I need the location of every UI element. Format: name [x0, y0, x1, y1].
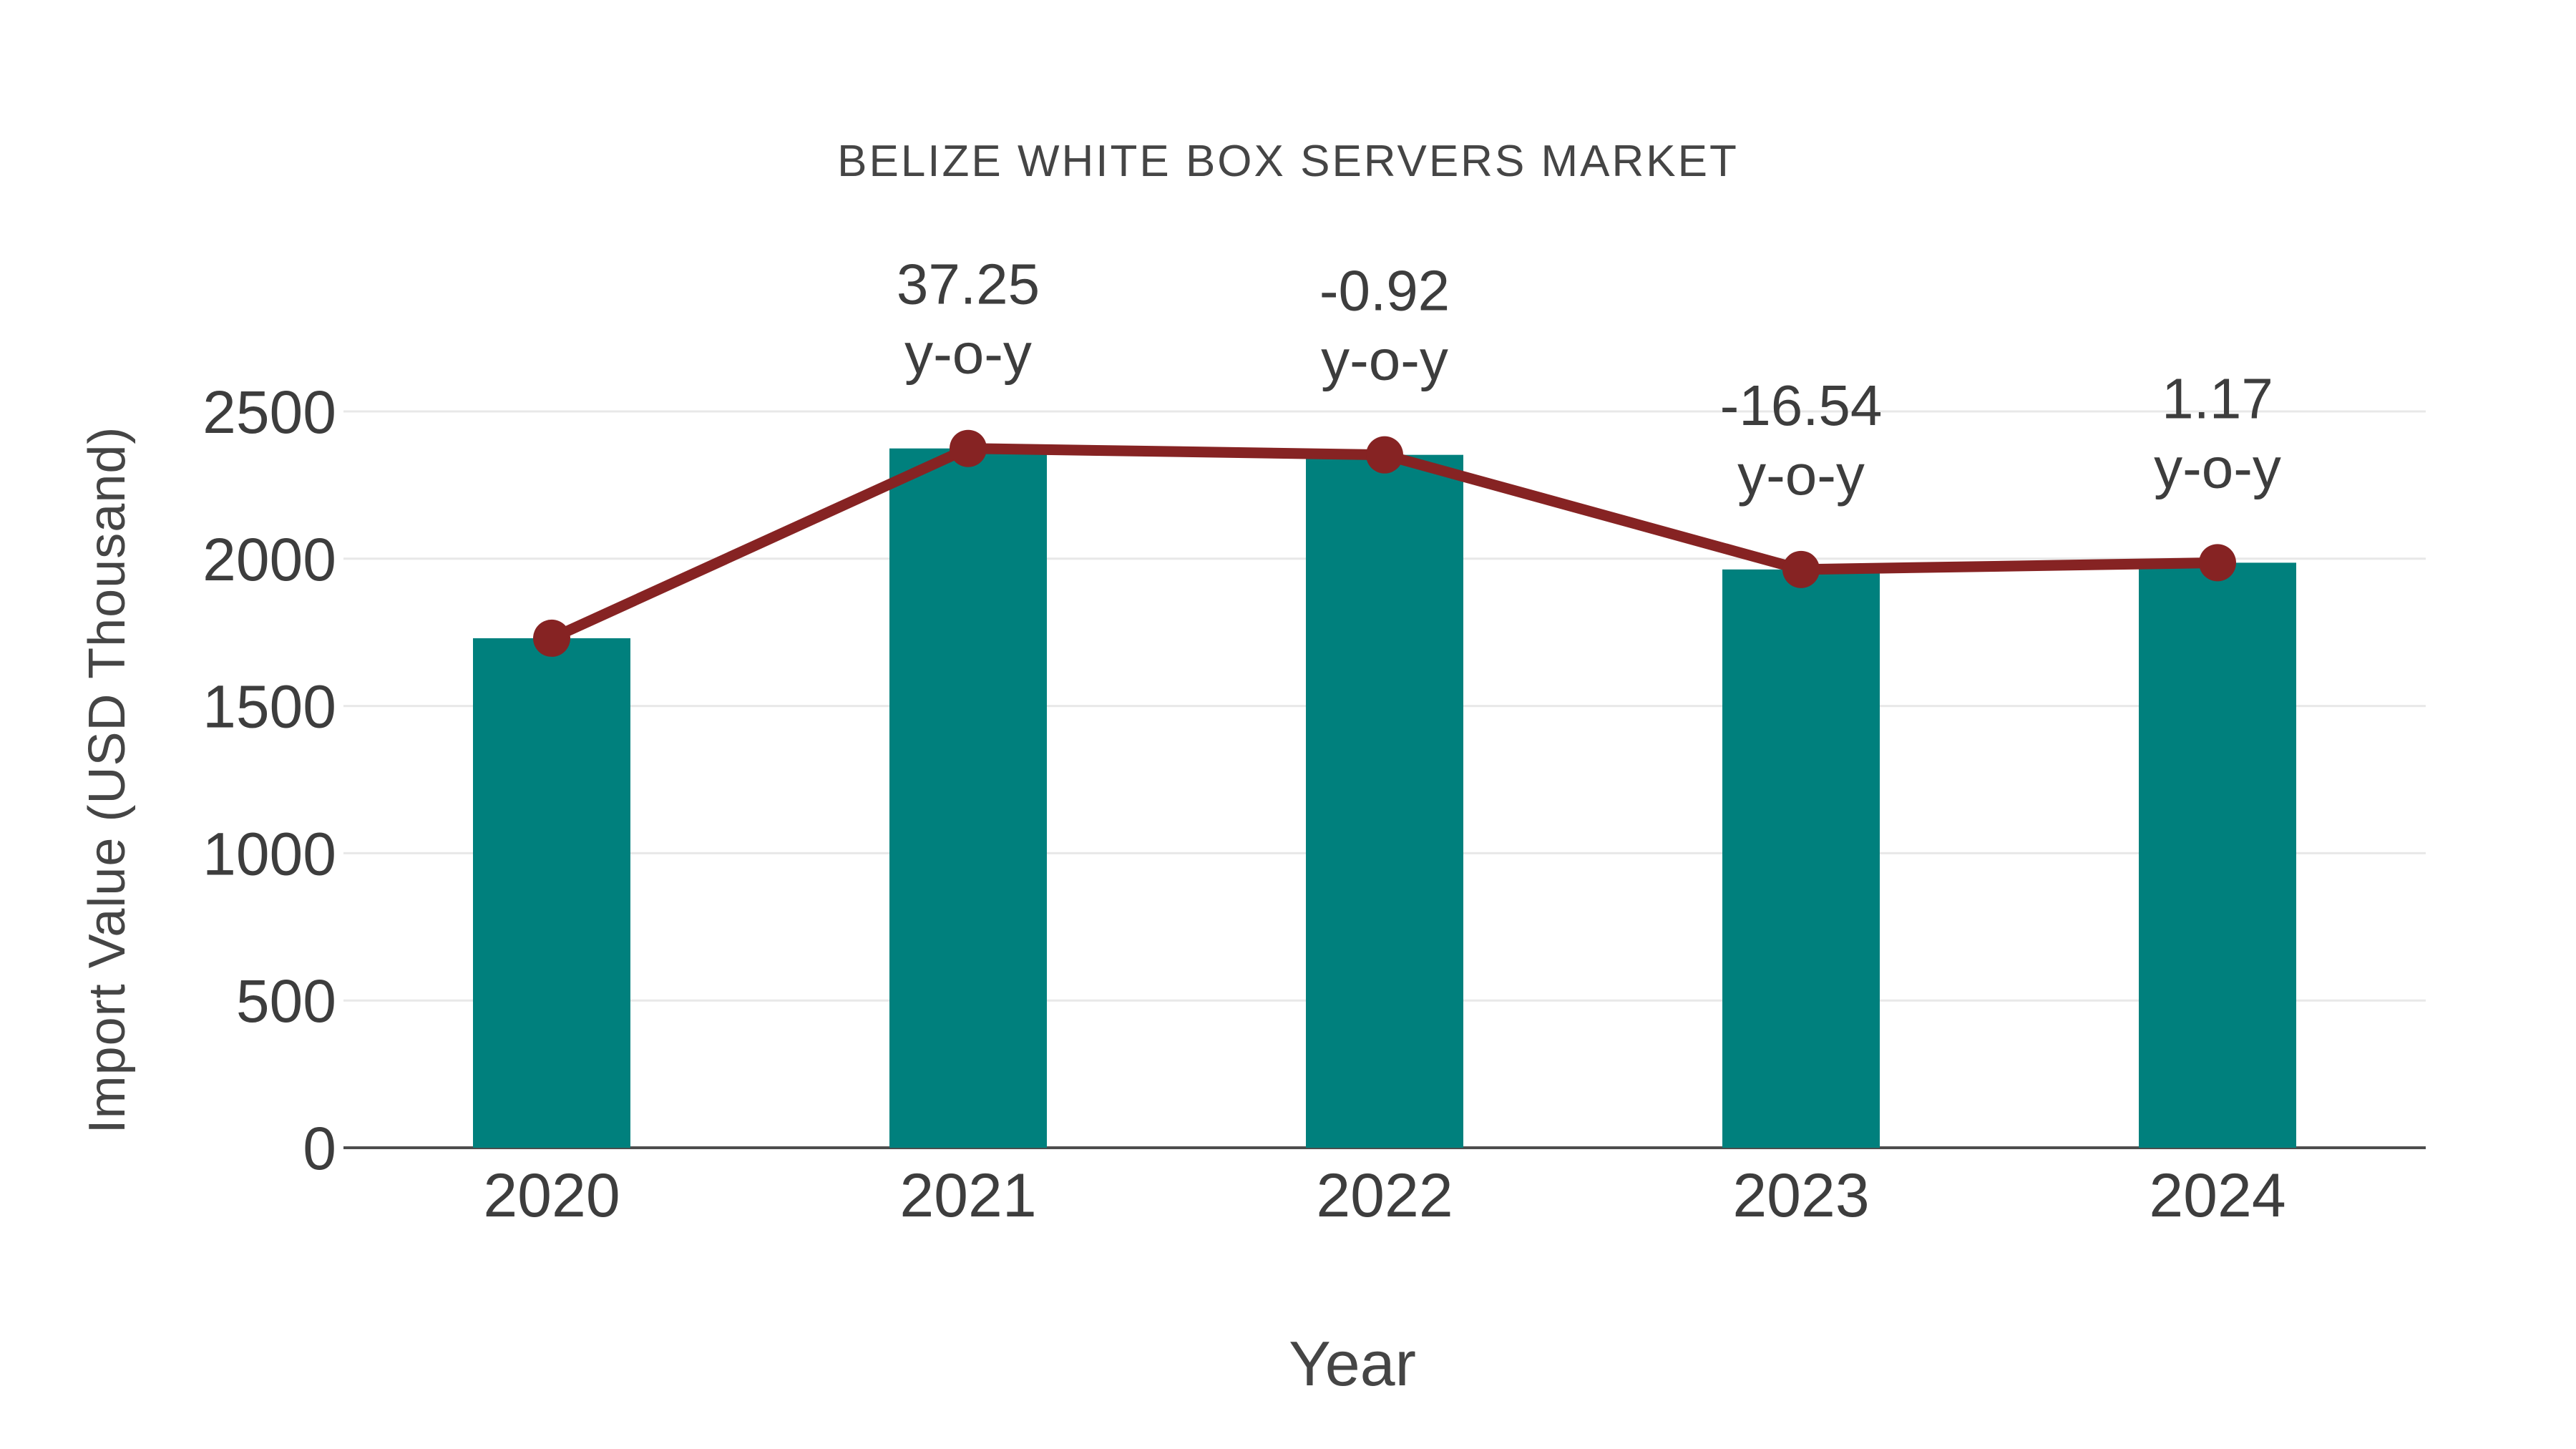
annotation-value-2024: 1.17 [2162, 366, 2273, 430]
y-tick-label-1000: 1000 [203, 820, 336, 887]
y-tick-label-1500: 1500 [203, 673, 336, 741]
y-axis-title: Import Value (USD Thousand) [79, 426, 136, 1134]
x-tick-label-2024: 2024 [2149, 1161, 2285, 1230]
chart-title: BELIZE WHITE BOX SERVERS MARKET [837, 137, 1739, 186]
annotation-value-2023: -16.54 [1720, 374, 1883, 437]
trend-marker-2021 [950, 429, 987, 467]
y-tick-label-0: 0 [303, 1115, 336, 1182]
x-tick-label-2022: 2022 [1316, 1161, 1453, 1230]
trend-marker-2022 [1366, 436, 1403, 474]
annotation-value-2021: 37.25 [897, 253, 1040, 316]
bar-2022 [1306, 454, 1463, 1148]
trend-marker-2024 [2199, 544, 2236, 582]
annotation-yoy-2024: y-o-y [2154, 436, 2281, 499]
bar-2023 [1722, 569, 1880, 1148]
bar-2021 [889, 448, 1047, 1148]
y-tick-label-2000: 2000 [203, 526, 336, 593]
bar-2020 [473, 638, 630, 1148]
trend-marker-2020 [533, 619, 570, 657]
trend-marker-2023 [1782, 550, 1820, 588]
annotation-value-2022: -0.92 [1319, 259, 1450, 323]
bar-2024 [2139, 562, 2296, 1148]
annotation-yoy-2022: y-o-y [1321, 328, 1448, 392]
x-tick-label-2021: 2021 [899, 1161, 1036, 1230]
x-tick-label-2020: 2020 [483, 1161, 620, 1230]
x-axis-title: Year [1289, 1328, 1416, 1399]
annotation-yoy-2023: y-o-y [1737, 443, 1865, 507]
y-tick-label-2500: 2500 [203, 379, 336, 446]
y-tick-label-500: 500 [236, 967, 336, 1035]
annotation-yoy-2021: y-o-y [904, 322, 1032, 386]
x-tick-label-2023: 2023 [1732, 1161, 1869, 1230]
